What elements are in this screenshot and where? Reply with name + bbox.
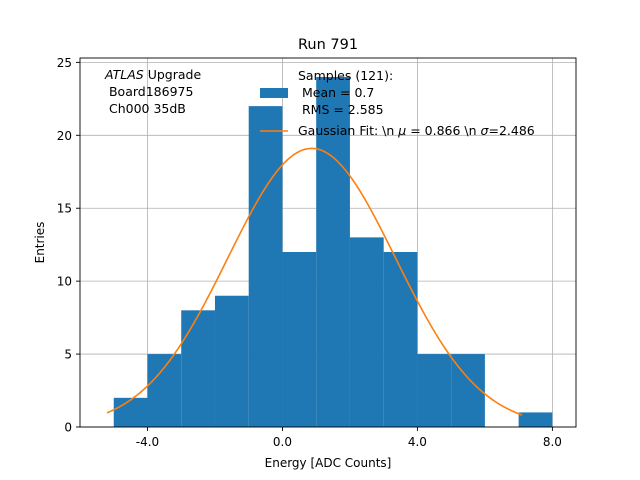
- legend-hist-swatch: [260, 88, 288, 98]
- histogram-bar-9: [417, 354, 452, 427]
- histogram-bar-8: [383, 251, 418, 427]
- annotation-board: Board186975: [105, 84, 193, 99]
- atlas-label: ATLAS: [104, 67, 144, 82]
- histogram-bar-5: [282, 251, 317, 427]
- chart-title: Run 791: [298, 37, 358, 53]
- y-tick-label-0: 0: [64, 421, 72, 435]
- legend-hist-title: Samples (121):: [298, 68, 393, 83]
- histogram-bar-10: [451, 354, 485, 427]
- y-tick-label-1: 5: [64, 348, 72, 362]
- plot-frame: [79, 57, 577, 428]
- x-tick-label-1: 0.0: [273, 435, 292, 449]
- histogram-bar-4: [248, 106, 283, 427]
- annotation-channel: Ch000 35dB: [105, 101, 186, 116]
- legend-fit-mu-value: = 0.866 \n: [406, 123, 480, 138]
- legend-hist-mean: Mean = 0.7: [298, 85, 374, 100]
- x-tick-label-0: -4.0: [136, 435, 159, 449]
- histogram-bar-2: [181, 310, 215, 427]
- histogram-bar-1: [147, 354, 182, 427]
- legend: Samples (121): Mean = 0.7 RMS = 2.585 Ga…: [260, 68, 535, 138]
- histogram-bars: [113, 76, 553, 427]
- y-axis-label: Entries: [33, 222, 47, 264]
- histogram-bar-0: [113, 397, 148, 427]
- atlas-annotation: ATLAS Upgrade Board186975 Ch000 35dB: [104, 67, 201, 116]
- y-tick-label-4: 20: [57, 129, 72, 143]
- histogram-bar-6: [316, 76, 350, 427]
- histogram-bar-12: [518, 412, 553, 427]
- legend-hist-rms: RMS = 2.585: [298, 102, 384, 117]
- legend-fit-sigma-value: =2.486: [488, 123, 534, 138]
- legend-fit-sigma-symbol: σ: [481, 123, 490, 138]
- upgrade-label: Upgrade: [144, 67, 202, 82]
- y-tick-label-3: 15: [57, 202, 72, 216]
- legend-fit-prefix: Gaussian Fit: \n: [298, 123, 398, 138]
- y-tick-label-2: 10: [57, 275, 72, 289]
- y-tick-label-5: 25: [57, 56, 72, 70]
- histogram-bar-7: [349, 237, 384, 427]
- x-axis-label: Energy [ADC Counts]: [265, 456, 392, 470]
- legend-fit-label: Gaussian Fit: \n μ = 0.866 \n σ=2.486: [298, 123, 535, 138]
- legend-fit-mu-symbol: μ: [397, 123, 406, 138]
- y-axis-ticks: 0 5 10 15 20 25: [57, 56, 80, 435]
- gaussian-fit-line: [106, 147, 523, 416]
- x-tick-label-2: 4.0: [408, 435, 427, 449]
- x-tick-label-3: 8.0: [543, 435, 562, 449]
- x-axis-ticks: -4.0 0.0 4.0 8.0: [136, 427, 562, 449]
- histogram-bar-3: [214, 295, 249, 427]
- annotation-line-1: ATLAS Upgrade: [104, 67, 201, 82]
